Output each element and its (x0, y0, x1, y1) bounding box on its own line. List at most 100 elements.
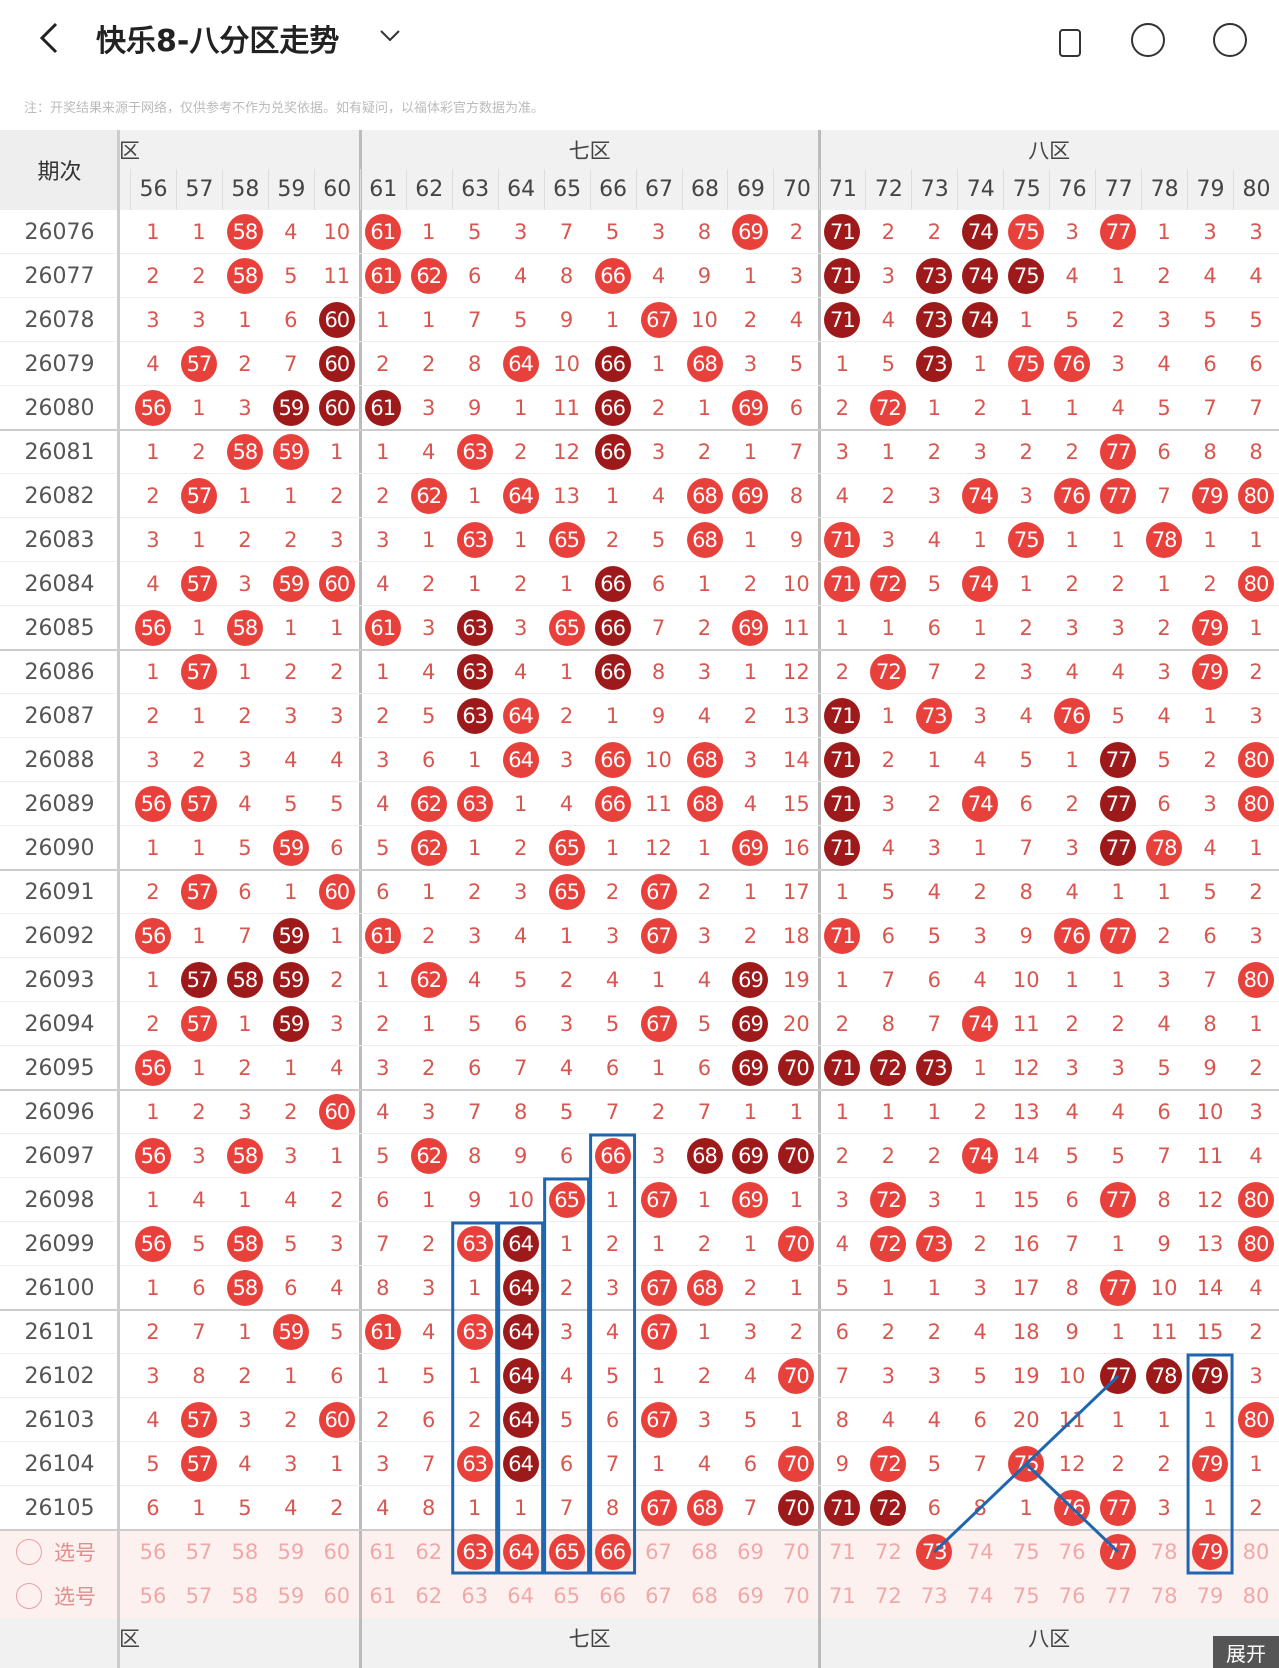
column-header: 72 (865, 169, 911, 210)
pick-number[interactable]: 65 (553, 1584, 580, 1608)
pick-number[interactable]: 57 (185, 1540, 213, 1564)
pick-label[interactable]: 选号 (54, 1541, 96, 1565)
expand-button[interactable]: 展开 (1213, 1636, 1279, 1668)
pick-number[interactable]: 59 (277, 1584, 305, 1608)
miss-count: 2 (146, 1012, 160, 1036)
hit-ball: 73 (916, 302, 953, 338)
miss-count: 2 (973, 1100, 987, 1124)
pick-number[interactable]: 68 (691, 1540, 718, 1564)
miss-count: 5 (468, 220, 482, 244)
pick-number[interactable]: 67 (645, 1540, 672, 1564)
pick-number[interactable]: 58 (231, 1540, 259, 1564)
miss-count: 2 (1249, 660, 1263, 684)
hit-ball: 56 (134, 1226, 171, 1262)
pick-number[interactable]: 76 (1058, 1540, 1086, 1564)
pick-number[interactable]: 73 (920, 1584, 948, 1608)
pick-number[interactable]: 74 (966, 1584, 994, 1608)
pick-radio[interactable] (16, 1583, 42, 1609)
pick-number[interactable]: 76 (1058, 1584, 1086, 1608)
pick-number[interactable]: 80 (1242, 1584, 1270, 1608)
pick-number[interactable]: 69 (737, 1584, 764, 1608)
selected-ball[interactable]: 63 (456, 1534, 493, 1570)
pick-number[interactable]: 71 (829, 1584, 856, 1608)
pick-number[interactable]: 70 (783, 1540, 810, 1564)
hit-ball: 68 (686, 786, 723, 822)
miss-count: 3 (605, 924, 620, 948)
miss-count: 2 (1249, 1320, 1263, 1344)
pick-number[interactable]: 62 (415, 1540, 443, 1564)
pick-number[interactable]: 72 (874, 1540, 902, 1564)
miss-count: 1 (284, 484, 298, 508)
hit-ball: 75 (1008, 258, 1045, 294)
pick-number[interactable]: 78 (1150, 1540, 1178, 1564)
miss-count: 5 (422, 704, 436, 728)
pick-number[interactable]: 80 (1242, 1540, 1270, 1564)
miss-count: 1 (238, 1320, 252, 1344)
hit-ball: 64 (502, 346, 539, 382)
pick-number[interactable]: 61 (369, 1540, 397, 1564)
pick-number[interactable]: 60 (323, 1540, 351, 1564)
pick-number[interactable]: 79 (1196, 1584, 1224, 1608)
miss-count: 6 (1019, 792, 1033, 816)
miss-count: 2 (146, 484, 160, 508)
miss-count: 2 (651, 396, 666, 420)
pick-number[interactable]: 63 (461, 1584, 489, 1608)
pick-number[interactable]: 60 (323, 1584, 351, 1608)
pick-number[interactable]: 71 (829, 1540, 856, 1564)
hit-ball: 66 (594, 610, 631, 646)
pick-number[interactable]: 75 (1012, 1584, 1040, 1608)
pick-number[interactable]: 59 (277, 1540, 305, 1564)
pick-number[interactable]: 56 (139, 1584, 167, 1608)
miss-count: 1 (835, 968, 850, 992)
miss-count: 1 (284, 880, 298, 904)
miss-count: 1 (743, 660, 758, 684)
selected-ball[interactable]: 64 (502, 1534, 539, 1570)
pick-number[interactable]: 74 (966, 1540, 994, 1564)
miss-count: 1 (697, 1320, 712, 1344)
selected-ball[interactable]: 65 (548, 1534, 585, 1570)
pick-number[interactable]: 78 (1150, 1584, 1178, 1608)
miss-count: 1 (192, 836, 206, 860)
pick-number[interactable]: 69 (737, 1540, 764, 1564)
selected-ball[interactable]: 79 (1192, 1534, 1229, 1570)
miss-count: 2 (422, 1056, 436, 1080)
toolbar-icons[interactable] (1058, 18, 1258, 64)
pick-number[interactable]: 56 (139, 1540, 167, 1564)
column-header: 59 (267, 169, 314, 210)
pick-number[interactable]: 57 (185, 1584, 213, 1608)
hit-ball: 67 (640, 1314, 677, 1350)
pick-number[interactable]: 72 (874, 1584, 902, 1608)
pick-number[interactable]: 66 (599, 1584, 626, 1608)
miss-count: 8 (468, 352, 482, 376)
hit-ball: 70 (778, 1490, 815, 1526)
miss-count: 3 (743, 748, 758, 772)
pick-number[interactable]: 58 (231, 1584, 259, 1608)
hit-ball: 74 (962, 302, 999, 338)
miss-count: 7 (238, 924, 252, 948)
hit-ball: 63 (456, 1226, 493, 1262)
selected-ball[interactable]: 66 (594, 1534, 631, 1570)
issue-number: 26092 (24, 923, 95, 949)
pick-number[interactable]: 62 (415, 1584, 443, 1608)
pick-number[interactable]: 77 (1104, 1584, 1132, 1608)
title-dropdown[interactable] (378, 28, 402, 44)
back-button[interactable] (30, 18, 70, 58)
pick-label[interactable]: 选号 (54, 1585, 96, 1609)
pick-number[interactable]: 68 (691, 1584, 718, 1608)
hit-ball: 73 (916, 698, 953, 734)
issue-number: 26103 (24, 1407, 95, 1433)
pick-number[interactable]: 70 (783, 1584, 810, 1608)
disclaimer-note: 注：开奖结果来源于网络，仅供参考不作为兑奖依据。如有疑问，以福体彩官方数据为准。 (24, 101, 545, 116)
hit-ball: 68 (686, 522, 723, 558)
miss-count: 6 (376, 880, 390, 904)
pick-number[interactable]: 61 (369, 1584, 397, 1608)
miss-count: 12 (783, 660, 810, 684)
miss-count: 7 (468, 1100, 482, 1124)
pick-number[interactable]: 75 (1012, 1540, 1040, 1564)
pick-radio[interactable] (16, 1539, 42, 1565)
pick-number[interactable]: 64 (507, 1584, 535, 1608)
miss-count: 5 (1249, 308, 1263, 332)
pick-number[interactable]: 67 (645, 1584, 672, 1608)
column-header: 79 (1187, 169, 1233, 210)
